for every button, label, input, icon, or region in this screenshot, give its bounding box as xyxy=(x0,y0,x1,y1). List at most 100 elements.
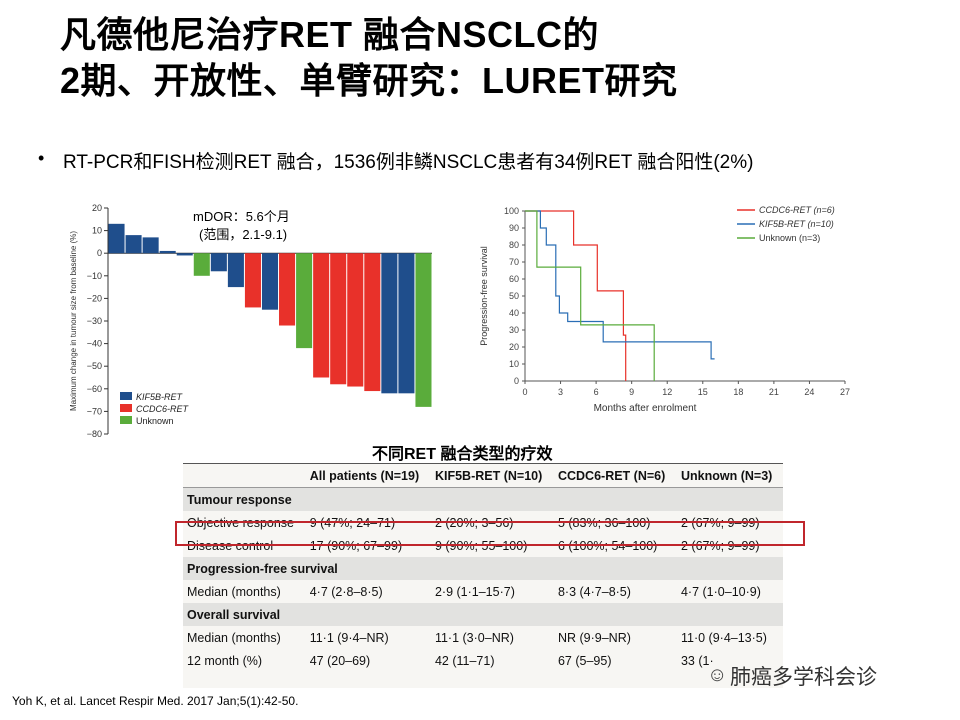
table-cell: 33 (1· xyxy=(680,653,714,668)
bar xyxy=(330,253,347,385)
km-curve xyxy=(525,210,715,360)
highlight-box xyxy=(175,521,805,546)
bar xyxy=(347,253,364,387)
table-cell: 11·1 (3·0–NR) xyxy=(434,630,514,645)
table-cell: 12 month (%) xyxy=(187,653,263,668)
table-cell: 4·7 (1·0–10·9) xyxy=(680,584,761,599)
table-caption: 不同RET 融合类型的疗效 xyxy=(372,446,553,463)
x-tick-label: 18 xyxy=(733,387,743,397)
bar xyxy=(227,253,244,288)
table-cell: 42 (11–71) xyxy=(434,653,495,668)
table-header: KIF5B-RET (N=10) xyxy=(430,463,554,488)
km-curve xyxy=(525,210,655,381)
legend-label: CCDC6-RET (n=6) xyxy=(759,205,835,215)
bar xyxy=(279,253,296,326)
slide-title: 凡德他尼治疗RET 融合NSCLC的 2期、开放性、单臂研究：LURET研究 xyxy=(60,12,920,104)
legend-label: Unknown (n=3) xyxy=(759,233,820,243)
y-tick-label: 10 xyxy=(92,226,102,236)
x-tick-label: 12 xyxy=(662,387,672,397)
legend-label: KIF5B-RET (n=10) xyxy=(759,219,834,229)
x-tick-label: 6 xyxy=(594,387,599,397)
x-tick-label: 15 xyxy=(698,387,708,397)
bar xyxy=(244,253,261,308)
y-tick-label: 30 xyxy=(509,325,519,335)
table-cell: Median (months) xyxy=(187,630,281,645)
bar xyxy=(261,253,279,310)
table-cell: 67 (5–95) xyxy=(557,653,612,668)
y-tick-label: −40 xyxy=(87,339,102,349)
y-axis-label: Maximum change in tumour size from basel… xyxy=(69,231,78,411)
mdor-annotation: mDOR：5.6个月 (范围，2.1-9.1) xyxy=(193,208,290,244)
efficacy-table: All patients (N=19) KIF5B-RET (N=10) CCDC6… xyxy=(183,463,783,688)
bar xyxy=(415,253,432,407)
mdor-line-1: mDOR：5.6个月 xyxy=(193,209,290,224)
legend-label: KIF5B-RET xyxy=(136,392,184,402)
pfs-km-chart: 0 10 20 30 40 50 60 70 80 90 100 0 3 6 9 12 15 18 21 24 27 Mo… xyxy=(465,196,860,431)
y-tick-label: −80 xyxy=(87,429,102,439)
table-row: Median (months) 11·1 (9·4–NR) 11·1 (3·0–NR… xyxy=(183,626,783,649)
section-title: Overall survival xyxy=(183,603,783,626)
table-cell: 47 (20–69) xyxy=(309,653,371,668)
y-tick-label: 90 xyxy=(509,223,519,233)
table-section-row: Tumour response xyxy=(183,487,783,511)
y-tick-label: 60 xyxy=(509,274,519,284)
legend-label: Unknown xyxy=(136,416,174,426)
legend-swatch xyxy=(120,416,132,424)
legend-swatch xyxy=(120,392,132,400)
bar xyxy=(176,253,193,256)
y-tick-label: 0 xyxy=(97,248,102,258)
y-tick-label: −10 xyxy=(87,271,102,281)
table-cell: Median (months) xyxy=(187,584,281,599)
y-tick-label: −70 xyxy=(87,406,102,416)
table-row: 12 month (%) 47 (20–69) 42 (11–71) 67 (5–95… xyxy=(183,649,783,672)
x-tick-label: 24 xyxy=(804,387,814,397)
bar xyxy=(296,253,313,349)
title-line-1: 凡德他尼治疗RET 融合NSCLC的 xyxy=(60,14,599,55)
y-tick-label: 40 xyxy=(509,308,519,318)
y-tick-label: 70 xyxy=(509,257,519,267)
table-section-row: Progression-free survival xyxy=(183,557,783,580)
km-curve xyxy=(525,210,627,381)
table-header: Unknown (N=3) xyxy=(676,463,783,488)
x-tick-label: 0 xyxy=(522,387,527,397)
bar xyxy=(381,253,398,394)
x-axis-label: Months after enrolment xyxy=(594,403,697,414)
y-tick-label: −60 xyxy=(87,384,102,394)
section-title: Progression-free survival xyxy=(183,557,783,580)
wechat-icon: ☺ xyxy=(707,664,728,686)
x-tick-label: 3 xyxy=(558,387,563,397)
bar xyxy=(313,253,330,378)
y-tick-label: 100 xyxy=(504,206,519,216)
y-tick-label: 20 xyxy=(92,203,102,213)
bar xyxy=(159,250,176,254)
y-tick-label: −20 xyxy=(87,293,102,303)
section-title: Tumour response xyxy=(183,487,783,511)
efficacy-table-grid: All patients (N=19) KIF5B-RET (N=10) CCDC6… xyxy=(183,463,783,672)
bar xyxy=(398,253,415,394)
table-cell: NR (9·9–NR) xyxy=(557,630,631,645)
y-tick-label: 10 xyxy=(509,359,519,369)
y-tick-label: 80 xyxy=(509,240,519,250)
bar xyxy=(108,223,125,254)
bullet-text: RT-PCR和FISH检测RET 融合，1536例非鳞NSCLC患者有34例RE… xyxy=(63,152,754,173)
y-tick-label: 20 xyxy=(509,342,519,352)
y-tick-label: −30 xyxy=(87,316,102,326)
y-tick-label: 50 xyxy=(509,291,519,301)
table-header: All patients (N=19) xyxy=(305,463,431,488)
table-cell: 4·7 (2·8–8·5) xyxy=(309,584,383,599)
legend-swatch xyxy=(120,404,132,412)
table-cell: 11·0 (9·4–13·5) xyxy=(680,630,767,645)
table-header xyxy=(183,463,306,488)
mdor-line-2: (范围，2.1-9.1) xyxy=(199,227,288,242)
watermark: 肺癌多学科会诊 xyxy=(730,666,877,689)
title-line-2: 2期、开放性、单臂研究：LURET研究 xyxy=(60,60,678,101)
table-header: CCDC6-RET (N=6) xyxy=(553,463,677,488)
table-header-row: All patients (N=19) KIF5B-RET (N=10) CCDC6… xyxy=(183,463,783,488)
bullet-marker: • xyxy=(38,148,45,168)
waterfall-chart: 20 10 0 −10 −20 −30 −40 −50 −60 −70 −80 Maximum cha… xyxy=(66,196,446,451)
y-tick-label: 0 xyxy=(514,376,519,386)
table-cell: 2·9 (1·1–15·7) xyxy=(434,584,515,599)
bar xyxy=(364,253,381,392)
legend-label: CCDC6-RET xyxy=(136,404,190,414)
x-tick-label: 9 xyxy=(629,387,634,397)
